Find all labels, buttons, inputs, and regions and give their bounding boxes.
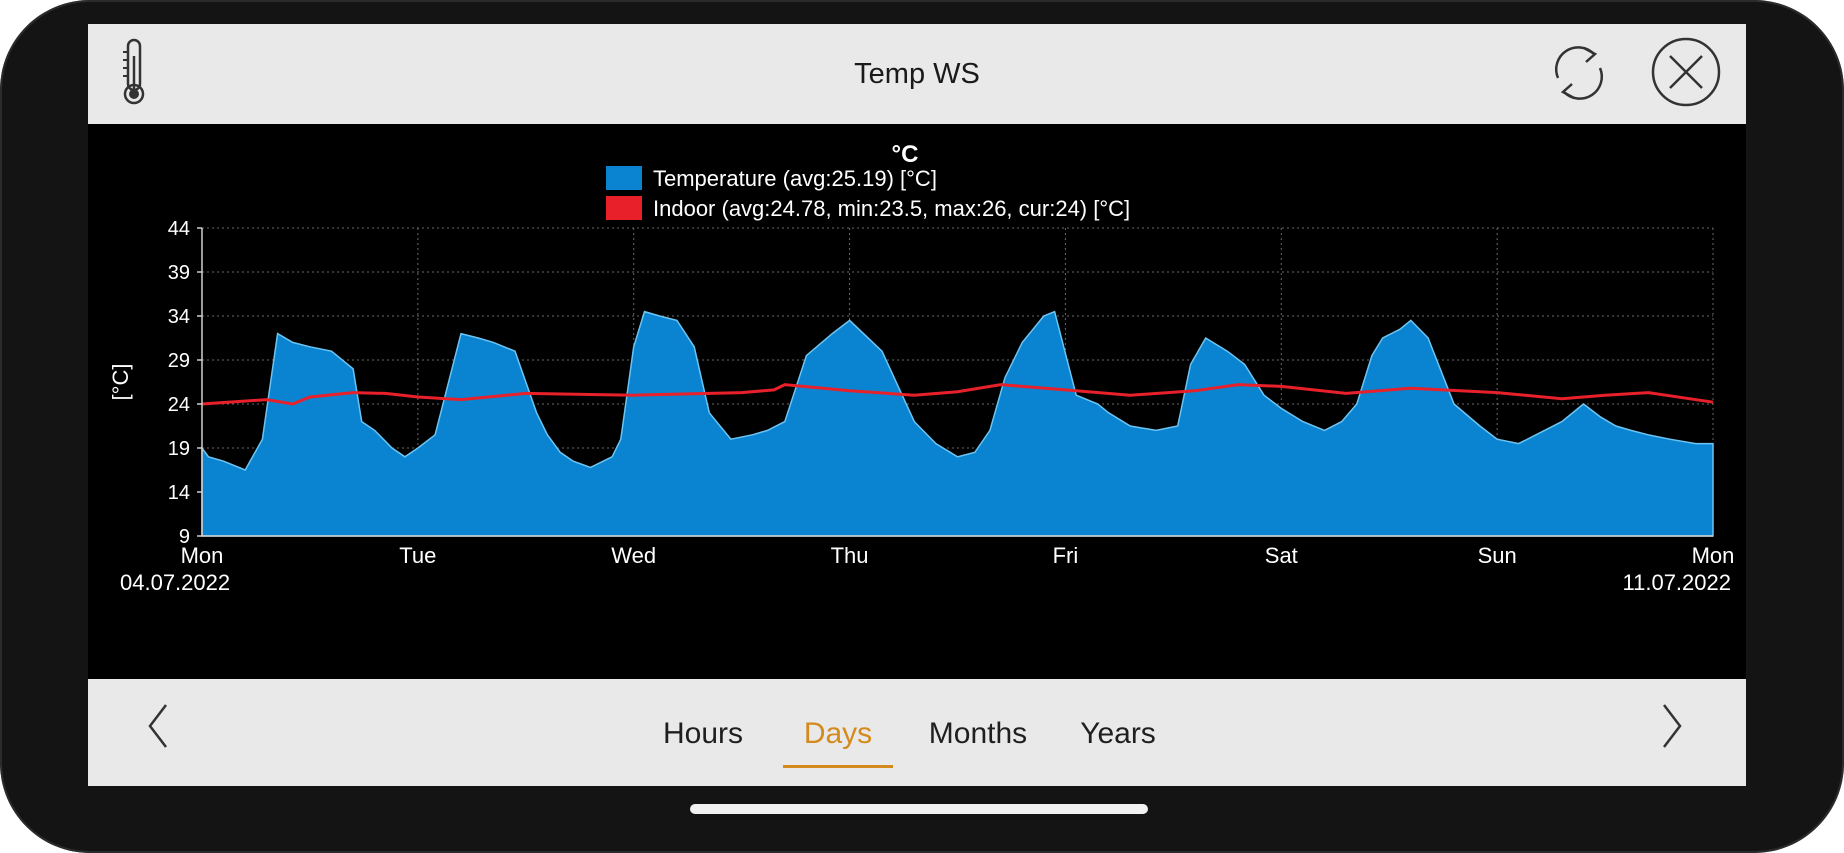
x-tick-label: Fri <box>1053 543 1079 568</box>
footer-bar: Hours Days Months Years <box>88 679 1746 786</box>
tab-hours[interactable]: Hours <box>662 717 744 750</box>
chart-area: 9 14 19 24 29 34 39 44 Mon 04.07.2022 Tue Wed Thu Fr… <box>88 124 1746 679</box>
refresh-icon[interactable] <box>1546 40 1612 106</box>
y-tick-label: 44 <box>168 218 190 240</box>
x-tick-label: Wed <box>611 543 656 568</box>
x-tick-label: Sun <box>1478 543 1517 568</box>
thermometer-icon <box>123 38 145 105</box>
y-tick-label: 34 <box>168 306 190 328</box>
legend-label: Temperature (avg:25.19) [°C] <box>653 166 937 191</box>
series-indoor-line <box>201 383 1714 406</box>
legend-swatch <box>606 196 642 220</box>
tab-years[interactable]: Years <box>1080 717 1156 750</box>
chart-title: °C <box>892 141 919 168</box>
y-tick-label: 14 <box>168 482 190 504</box>
home-indicator[interactable] <box>690 804 1148 814</box>
app-screen: Temp WS 9 14 19 24 2 <box>88 24 1746 786</box>
x-tick-label: Tue <box>399 543 436 568</box>
legend-swatch <box>606 166 642 190</box>
x-tick-date-label: 04.07.2022 <box>120 570 230 595</box>
chevron-right-icon[interactable] <box>1656 701 1686 751</box>
tab-months[interactable]: Months <box>928 717 1028 750</box>
y-tick-label: 19 <box>168 438 190 460</box>
y-tick-label: 24 <box>168 394 190 416</box>
y-axis-label: [°C] <box>108 364 133 401</box>
y-tick-label: 9 <box>179 526 190 548</box>
chevron-left-icon[interactable] <box>144 701 174 751</box>
tab-days[interactable]: Days <box>803 717 873 750</box>
series-temperature-area <box>201 310 1714 537</box>
x-tick-label: Mon <box>181 543 224 568</box>
legend-label: Indoor (avg:24.78, min:23.5, max:26, cur… <box>653 196 1130 221</box>
x-tick-date-label: 11.07.2022 <box>1623 570 1731 595</box>
page-title: Temp WS <box>854 58 980 90</box>
close-icon[interactable] <box>1650 36 1722 108</box>
x-tick-label: Mon <box>1692 543 1735 568</box>
y-tick-label: 39 <box>168 262 190 284</box>
header-bar: Temp WS <box>88 24 1746 125</box>
active-tab-indicator <box>783 765 893 768</box>
x-tick-label: Thu <box>831 543 869 568</box>
x-tick-label: Sat <box>1265 543 1298 568</box>
y-tick-label: 29 <box>168 350 190 372</box>
